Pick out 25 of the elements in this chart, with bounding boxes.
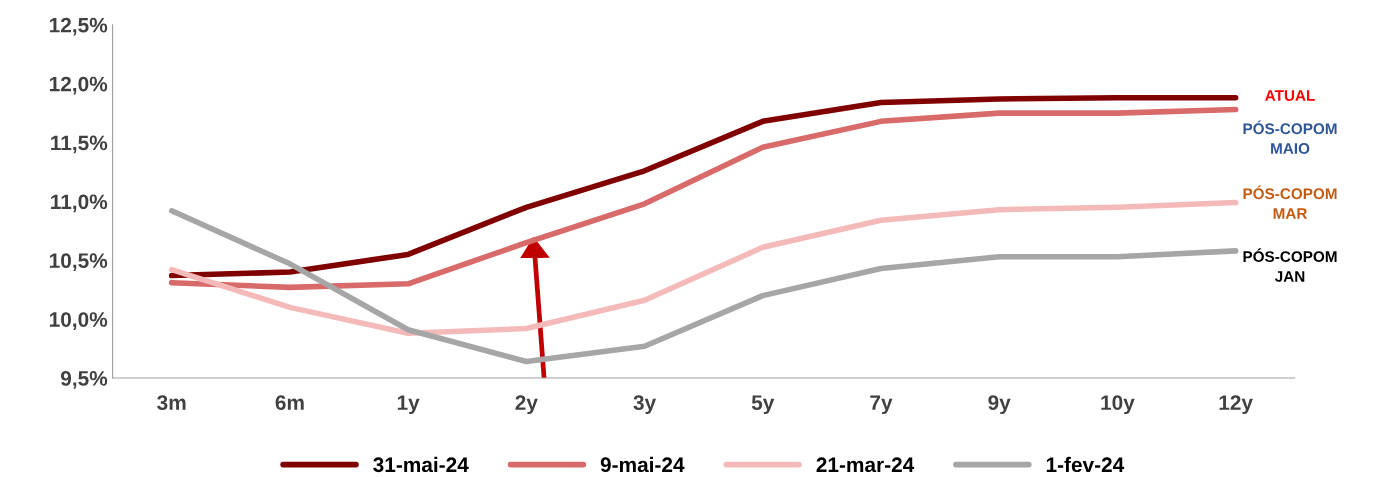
x-tick-label: 1y (397, 395, 420, 415)
x-tick-label: 3y (633, 395, 657, 415)
annotation: PÓS-COPOM MAIO (1243, 120, 1337, 154)
x-tick-label: 5y (751, 395, 775, 415)
annotation: PÓS-COPOM MAR (1243, 185, 1337, 219)
y-tick-label: 11,0% (51, 194, 108, 213)
x-tick-label: 7y (870, 395, 893, 415)
legend-label: 1-fev-24 (1046, 456, 1125, 473)
y-tick-label: 11,5% (51, 135, 108, 154)
x-tick-label: 9y (988, 395, 1011, 415)
x-tick-label: 10y (1101, 395, 1135, 415)
legend-label: 21-mar-24 (816, 457, 915, 473)
y-tick-label: 12,5% (49, 17, 108, 36)
annotation: PÓS-COPOM JAN (1243, 248, 1337, 282)
legend-label: 31-mai-24 (373, 456, 469, 473)
y-tick-label: 10,0% (49, 312, 108, 330)
y-tick-label: 10,5% (49, 253, 108, 272)
x-tick-label: 12y (1219, 395, 1253, 415)
legend-label: 9-mai-24 (600, 456, 685, 473)
y-tick-label: 9,5% (60, 371, 108, 389)
annotation: ATUAL (1265, 90, 1315, 101)
x-tick-label: 2y (515, 395, 538, 415)
y-tick-label: 12,0% (49, 76, 108, 95)
x-tick-label: 6m (275, 395, 304, 410)
x-tick-label: 3m (157, 395, 186, 411)
